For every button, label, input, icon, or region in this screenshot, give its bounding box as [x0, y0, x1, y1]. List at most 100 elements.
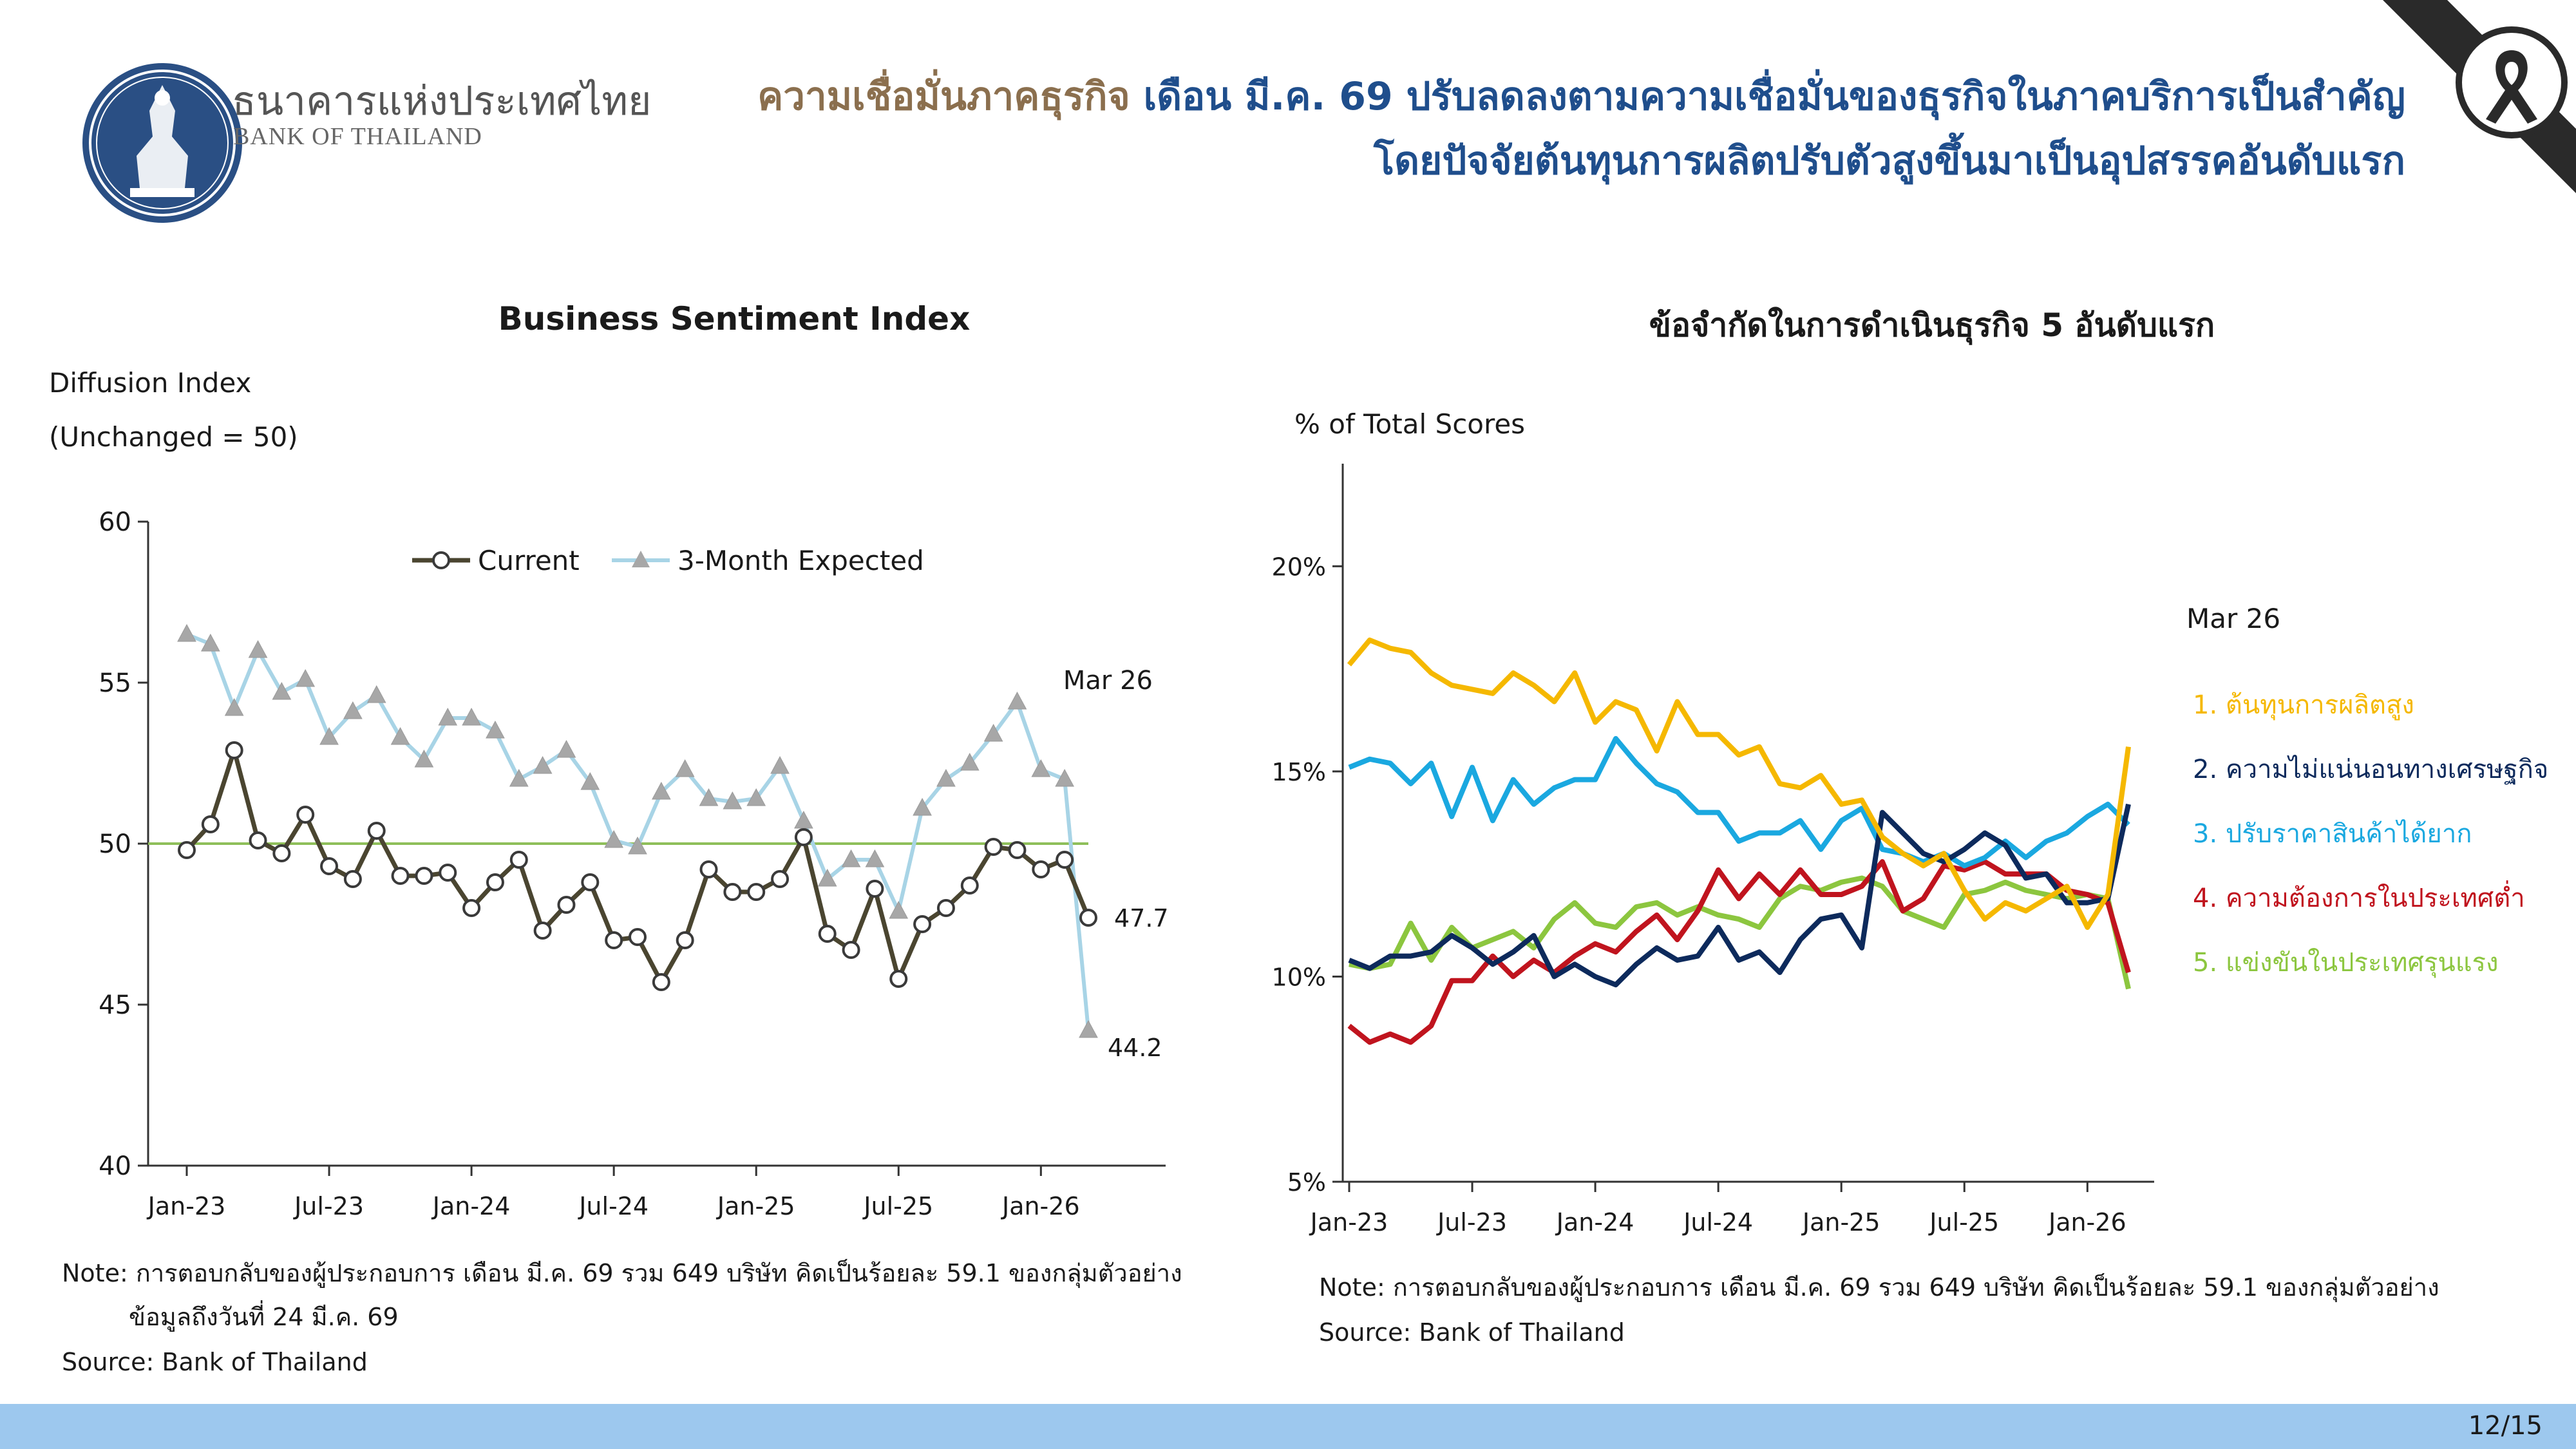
x-tick-label: Jan-25	[1801, 1208, 1880, 1236]
point-current	[913, 915, 932, 933]
series-line-2	[1348, 803, 2131, 988]
point-expected	[960, 752, 980, 771]
left-ylabel-line1: Diffusion Index	[49, 367, 252, 399]
headline-highlight: ความเชื่อมั่นภาคธุรกิจ	[757, 74, 1130, 119]
point-current	[889, 970, 908, 988]
left-note-line1: Note: การตอบกลับของผู้ประกอบการ เดือน มี…	[62, 1259, 1182, 1287]
point-current	[225, 741, 243, 759]
x-tick-label: Jan-26	[2047, 1208, 2126, 1236]
x-tick-label: Jul-25	[862, 1192, 933, 1220]
x-tick-label: Jan-25	[716, 1192, 795, 1220]
right-note-line1: Note: การตอบกลับของผู้ประกอบการ เดือน มี…	[1319, 1273, 2439, 1302]
point-expected	[414, 749, 434, 768]
point-expected	[723, 791, 743, 810]
legend-marker-current	[432, 551, 450, 569]
point-expected	[533, 755, 553, 774]
point-current	[984, 838, 1003, 856]
business-constraints-chart: 5% 10% 15% 20% Jan-23 Jul-23 Jan-24 Jul-24 Jan-2…	[1272, 464, 2548, 1236]
point-current	[581, 873, 600, 891]
point-expected	[889, 900, 909, 919]
x-tick-label: Jul-24	[578, 1192, 649, 1220]
point-current	[343, 870, 362, 888]
point-current	[1032, 860, 1050, 878]
point-current	[320, 857, 339, 875]
point-current	[486, 873, 504, 891]
y-tick-label: 45	[99, 990, 131, 1020]
end-label-expected: 44.2	[1108, 1034, 1162, 1062]
headline-text: เดือน มี.ค. 69 ปรับลดลงตามความเชื่อมั่นข…	[1130, 74, 2405, 119]
point-expected	[628, 836, 647, 855]
point-current	[652, 973, 670, 991]
right-chart-title: ข้อจำกัดในการดำเนินธุรกิจ 5 อันดับแรก	[1649, 307, 2215, 344]
point-expected	[699, 788, 719, 806]
point-expected	[1031, 759, 1051, 777]
point-expected	[794, 810, 813, 829]
annotation-mar26: Mar 26	[1063, 666, 1153, 696]
page-number: 12/15	[2468, 1411, 2543, 1441]
point-current	[629, 928, 647, 946]
point-current	[676, 931, 694, 949]
y-tick-label: 50	[99, 829, 131, 859]
y-tick-label: 10%	[1272, 963, 1326, 991]
point-expected	[865, 849, 885, 867]
right-source: Source: Bank of Thailand	[1319, 1318, 1625, 1347]
left-note-line2: ข้อมูลถึงวันที่ 24 มี.ค. 69	[129, 1303, 399, 1331]
point-current	[367, 822, 386, 840]
legend-label-2: 2. ความไม่แน่นอนทางเศรษฐกิจ	[2193, 755, 2548, 785]
point-expected	[936, 768, 956, 787]
page-headline: ความเชื่อมั่นภาคธุรกิจ เดือน มี.ค. 69 ปร…	[538, 64, 2405, 193]
footer-bar	[0, 1404, 2576, 1449]
bank-name-thai: ธนาคารแห่งประเทศไทย	[232, 77, 652, 124]
business-sentiment-chart: 40 45 50 55 60 Jan-23 Jul-23 Jan-24 Jul-24 Jan-25…	[99, 507, 1169, 1220]
point-expected	[841, 849, 861, 867]
point-expected	[177, 623, 196, 642]
legend-label-4: 4. ความต้องการในประเทศต่ำ	[2193, 880, 2525, 913]
series-line-5	[1349, 875, 2131, 990]
point-current	[201, 815, 220, 833]
point-current	[699, 860, 718, 878]
point-expected	[201, 633, 220, 652]
point-current	[557, 896, 576, 914]
point-current	[296, 806, 315, 824]
point-current	[1056, 851, 1074, 869]
point-current	[794, 828, 813, 846]
x-tick-label: Jan-26	[1001, 1192, 1080, 1220]
series-line-expected	[185, 632, 1090, 1031]
point-current	[439, 864, 457, 882]
left-ylabel-line2: (Unchanged = 50)	[49, 421, 298, 453]
point-current	[723, 883, 742, 901]
point-expected	[1007, 691, 1027, 710]
point-current	[178, 841, 196, 859]
point-expected	[556, 739, 576, 758]
point-expected	[652, 781, 671, 800]
y-tick-label: 40	[99, 1151, 131, 1181]
legend-title: Mar 26	[2186, 603, 2280, 634]
point-expected	[366, 685, 386, 703]
left-source: Source: Bank of Thailand	[62, 1348, 368, 1376]
bank-of-thailand-seal-icon	[82, 63, 242, 223]
headline-line2: โดยปัจจัยต้นทุนการผลิตปรับตัวสูงขึ้นมาเป…	[1373, 138, 2405, 184]
point-expected	[438, 707, 458, 726]
y-tick-label: 60	[99, 507, 131, 537]
point-expected	[817, 868, 837, 887]
point-current	[818, 925, 837, 943]
x-tick-label: Jul-23	[1436, 1208, 1507, 1236]
point-expected	[390, 726, 410, 745]
point-current	[272, 844, 291, 862]
series-line-3	[1348, 735, 2130, 869]
point-expected	[1055, 768, 1074, 787]
y-tick-label: 20%	[1272, 553, 1326, 581]
legend-label-1: 1. ต้นทุนการผลิตสูง	[2193, 690, 2414, 721]
left-chart-title: Business Sentiment Index	[498, 300, 971, 337]
point-expected	[983, 723, 1003, 742]
point-expected	[343, 701, 363, 719]
point-expected	[1079, 1019, 1098, 1038]
point-current	[509, 851, 528, 869]
point-expected	[913, 797, 932, 816]
y-tick-label: 5%	[1287, 1168, 1326, 1197]
point-current	[462, 899, 481, 917]
bank-name-english: BANK OF THAILAND	[233, 123, 482, 150]
point-expected	[746, 788, 766, 806]
black-ribbon-icon	[2383, 0, 2576, 193]
y-tick-label: 15%	[1272, 758, 1326, 786]
